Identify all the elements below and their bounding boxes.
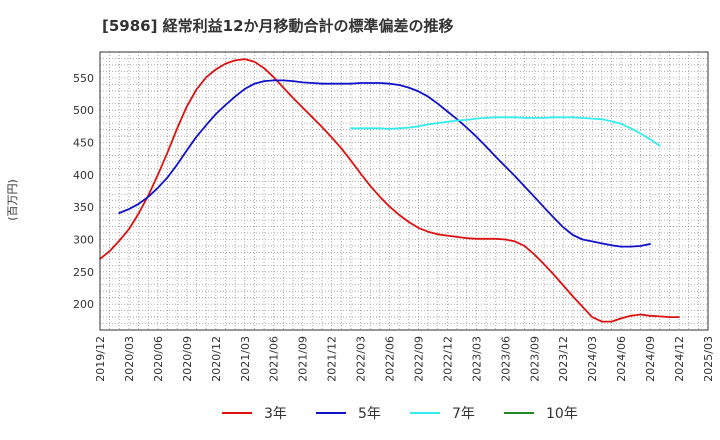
series-group bbox=[99, 58, 680, 323]
x-tick-label: 2023/12 bbox=[557, 336, 570, 382]
x-tick-label: 2020/12 bbox=[210, 336, 223, 382]
x-tick-label: 2019/12 bbox=[94, 336, 107, 382]
legend-label: 7年 bbox=[452, 406, 475, 422]
series-line-2 bbox=[118, 79, 651, 248]
x-tick-label: 2025/03 bbox=[702, 336, 715, 382]
x-tick-label: 2022/09 bbox=[412, 336, 425, 382]
x-tick-label: 2024/03 bbox=[586, 336, 599, 382]
y-axis: 200 250 300 350 400 450 500 550 bbox=[73, 72, 94, 311]
plot-background bbox=[100, 52, 708, 330]
y-tick-label: 500 bbox=[73, 104, 94, 117]
y-tick-label: 550 bbox=[73, 72, 94, 85]
x-tick-label: 2020/09 bbox=[181, 336, 194, 382]
y-tick-label: 300 bbox=[73, 233, 94, 246]
legend-item-4: 10年 bbox=[504, 406, 578, 422]
x-tick-label: 2023/03 bbox=[470, 336, 483, 382]
x-tick-label: 2024/12 bbox=[673, 336, 686, 382]
plot-frame bbox=[99, 51, 709, 331]
legend: 3年 5年 7年 10年 bbox=[222, 406, 578, 422]
series-line-1 bbox=[99, 58, 680, 323]
legend-label: 3年 bbox=[264, 406, 287, 422]
legend-label: 10年 bbox=[546, 406, 578, 422]
series-line-3 bbox=[349, 116, 661, 147]
plot-area bbox=[99, 51, 709, 331]
y-tick-label: 400 bbox=[73, 169, 94, 182]
x-tick-label: 2022/12 bbox=[441, 336, 454, 382]
x-tick-label: 2023/06 bbox=[499, 336, 512, 382]
x-tick-label: 2021/03 bbox=[239, 336, 252, 382]
chart-title: [5986] 経常利益12か月移動合計の標準偏差の推移 bbox=[102, 17, 454, 35]
legend-label: 5年 bbox=[358, 406, 381, 422]
x-tick-label: 2024/06 bbox=[615, 336, 628, 382]
x-tick-label: 2021/06 bbox=[268, 336, 281, 382]
legend-item-2: 5年 bbox=[316, 406, 381, 422]
y-tick-label: 200 bbox=[73, 298, 94, 311]
legend-item-1: 3年 bbox=[222, 406, 287, 422]
legend-item-3: 7年 bbox=[410, 406, 475, 422]
x-tick-label: 2023/09 bbox=[528, 336, 541, 382]
x-axis: 2019/12 2020/03 2020/06 2020/09 2020/12 2021/… bbox=[94, 336, 715, 382]
y-tick-label: 450 bbox=[73, 137, 94, 150]
y-axis-label: (百万円) bbox=[6, 179, 19, 221]
x-tick-label: 2020/06 bbox=[152, 336, 165, 382]
y-tick-label: 350 bbox=[73, 201, 94, 214]
grid bbox=[100, 52, 708, 331]
x-tick-label: 2024/09 bbox=[644, 336, 657, 382]
y-tick-label: 250 bbox=[73, 266, 94, 279]
x-tick-label: 2021/12 bbox=[326, 336, 339, 382]
x-tick-label: 2022/03 bbox=[355, 336, 368, 382]
x-tick-label: 2022/06 bbox=[384, 336, 397, 382]
x-tick-label: 2021/09 bbox=[297, 336, 310, 382]
x-tick-label: 2020/03 bbox=[123, 336, 136, 382]
